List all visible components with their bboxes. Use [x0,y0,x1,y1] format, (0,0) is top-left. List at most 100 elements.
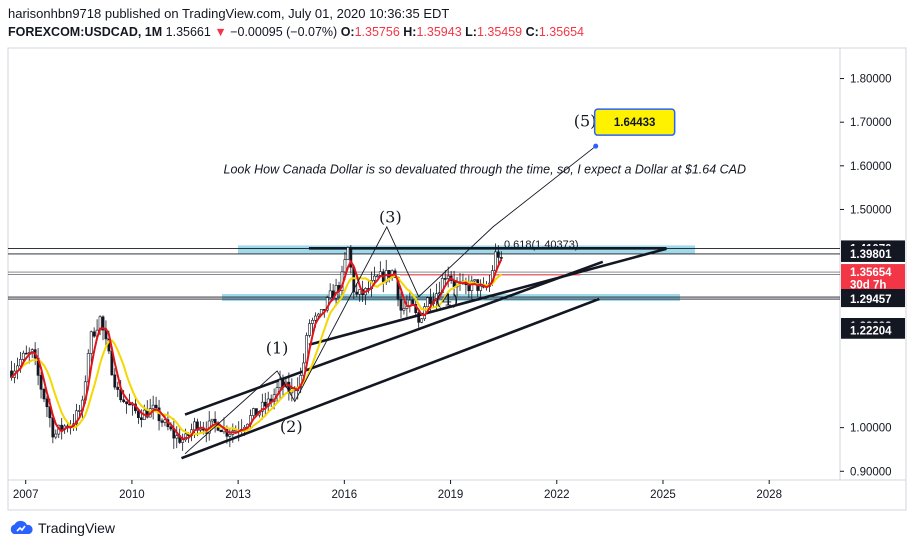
fib-annotation: 0.618(1.40373) [504,239,579,251]
price-tag-label: 1.35654 [850,267,892,279]
candle-body [219,430,223,433]
candle-body [343,259,347,273]
candle-body [479,285,483,291]
note-annotation: Look How Canada Dollar is so devaluated … [224,163,747,177]
last-price: 1.35661 [165,25,211,39]
low-label: L: [465,25,477,39]
price-tag-label: 1.29457 [850,294,892,306]
candle-body [375,275,379,278]
candle-body [151,404,155,409]
candle-body [311,319,314,324]
candle-body [373,275,376,281]
moving-average-slow [10,273,502,436]
candle-body [51,417,55,438]
price-tag [841,264,905,281]
candle-body [75,410,78,425]
candle-body [213,418,217,423]
tradingview-logo[interactable]: TradingView [8,516,115,540]
symbol-ohlc-line: FOREXCOM:USDCAD, 1M 1.35661 ▼ −0.00095 (… [8,25,584,39]
candle-body [54,433,58,438]
candle-body [263,401,267,407]
open-label: O: [340,25,355,39]
candle-body [228,434,232,437]
tradingview-cloud-icon [10,520,33,534]
candle-body [446,275,450,279]
y-tick-label: 1.00000 [850,423,892,435]
price-change: −0.00095 (−0.07%) [230,25,338,39]
candle-body [420,318,424,323]
chart-header: harisonhbn9718 published on TradingView.… [8,4,908,44]
candle-body [467,284,471,292]
candle-body [402,308,406,311]
x-tick-label: 2007 [13,489,39,501]
wave-label: (5) [574,112,597,131]
candle-body [493,251,497,271]
candle-body [429,297,432,305]
y-tick-label: 1.70000 [850,117,892,129]
target-label-box [593,108,676,136]
low-value: 1.35459 [476,25,523,39]
candle-body [308,323,311,336]
open-value: 1.35756 [354,25,400,39]
candle-body [443,278,447,280]
target-point [593,143,599,149]
candle-body [116,386,120,390]
candle-body [18,359,22,367]
price-tag-label: 30d 7h [850,279,886,291]
candle-body [399,299,403,311]
candle-body [346,247,350,260]
symbol-name: FOREXCOM:USDCAD, 1M [8,25,163,39]
x-tick-label: 2010 [119,489,145,501]
candle-body [125,401,129,405]
y-tick-label: 1.60000 [850,161,892,173]
trend-channel-line [308,247,667,346]
price-axis [839,47,907,481]
candle-body [184,433,188,441]
candle-body [160,420,164,423]
x-tick-label: 2028 [756,489,782,501]
candle-body [260,401,264,412]
candle-body [89,331,93,354]
candle-body [496,251,500,258]
x-tick-label: 2016 [332,489,358,501]
price-tag-label: 1.22204 [850,326,892,338]
candle-body [328,290,332,298]
candle-body [358,289,362,295]
candle-body [77,410,81,412]
wave-label: (3) [379,208,402,227]
candle-body [193,421,196,431]
price-tag [841,322,905,339]
time-axis [7,479,907,511]
candle-body [181,439,185,443]
candle-body [473,279,477,282]
candle-body [92,331,96,337]
x-tick-label: 2025 [650,489,676,501]
candle-body [101,316,105,331]
candle-body [198,428,202,431]
candle-body [154,404,158,409]
support-zone [222,294,680,302]
candle-body [39,375,43,390]
price-tag [841,245,905,262]
candle-body [278,379,282,388]
candle-body [175,435,179,439]
candle-body [434,293,438,302]
candle-body [417,312,421,323]
candle-body [355,291,359,295]
close-value: 1.35654 [538,25,585,39]
candle-body [113,374,117,388]
candle-body [45,398,49,408]
tradingview-brand: TradingView [38,520,116,536]
candle-body [252,408,255,416]
candle-body [21,352,25,360]
x-tick-label: 2013 [225,489,251,501]
candle-body [24,352,28,355]
close-label: C: [525,25,539,39]
candle-body [349,247,353,268]
price-tag [841,276,905,293]
candle-body [499,257,503,259]
x-tick-label: 2022 [544,489,570,501]
candle-body [122,399,126,402]
moving-average-fast [10,258,503,441]
